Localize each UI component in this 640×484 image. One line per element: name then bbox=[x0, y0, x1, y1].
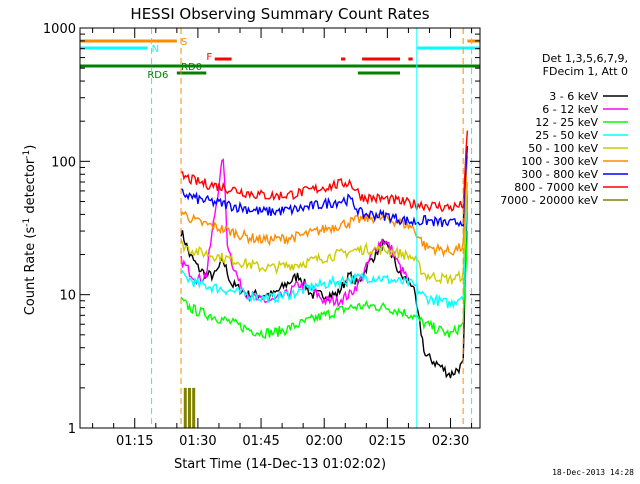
status-label-rd6: RD6 bbox=[147, 70, 168, 81]
series-line-12-25-kev bbox=[180, 231, 469, 339]
x-tick-label: 02:15 bbox=[369, 434, 406, 449]
chart-title: HESSI Observing Summary Count Rates bbox=[130, 5, 429, 23]
y-tick-label: 100 bbox=[51, 155, 76, 170]
y-tick-label: 10 bbox=[59, 289, 76, 304]
status-label-n: N bbox=[152, 44, 159, 55]
x-tick-label: 01:45 bbox=[242, 434, 279, 449]
series-line-50-100-kev bbox=[180, 181, 469, 286]
legend-entry: 3 - 6 keV bbox=[549, 90, 598, 103]
legend-entry: 12 - 25 keV bbox=[535, 116, 598, 129]
x-tick-label: 02:30 bbox=[432, 434, 469, 449]
status-bars: S N F RD0 RD6 bbox=[80, 37, 480, 81]
legend-entry: 50 - 100 keV bbox=[528, 142, 598, 155]
legend: Det 1,3,5,6,7,9,FDecim 1, Att 0 3 - 6 keV… bbox=[500, 52, 628, 207]
y-tick-label: 1000 bbox=[43, 22, 76, 37]
series-line-25-50-kev bbox=[180, 190, 469, 309]
series-line-300-800-kev bbox=[181, 146, 469, 228]
plot-area: S N F RD0 RD6 bbox=[80, 28, 480, 428]
y-axis-label: Count Rate (s-1 detector-1) bbox=[22, 145, 38, 316]
status-label-rd0: RD0 bbox=[181, 62, 202, 73]
legend-header: FDecim 1, Att 0 bbox=[543, 65, 628, 78]
legend-entry: 6 - 12 keV bbox=[542, 103, 598, 116]
x-tick-label: 02:00 bbox=[305, 434, 342, 449]
series-7000-20000-kev bbox=[183, 387, 196, 428]
legend-header: Det 1,3,5,6,7,9, bbox=[542, 52, 628, 65]
status-label-s: S bbox=[181, 37, 187, 48]
status-label-f: F bbox=[206, 52, 212, 63]
series-line-800-7000-kev bbox=[181, 130, 469, 213]
legend-entry: 7000 - 20000 keV bbox=[500, 194, 598, 207]
axes: 1 10 100 1000 01:15 01:30 01:45 02:00 02:15 02:30 bbox=[43, 22, 481, 449]
y-tick-label: 1 bbox=[68, 422, 76, 437]
footer-date: 18-Dec-2013 14:28 bbox=[552, 468, 634, 477]
x-axis-label: Start Time (14-Dec-13 01:02:02) bbox=[174, 457, 386, 472]
series-line-6-12-kev bbox=[180, 158, 409, 308]
legend-entry: 800 - 7000 keV bbox=[514, 181, 598, 194]
x-tick-label: 01:15 bbox=[116, 434, 153, 449]
plot-frame bbox=[79, 27, 481, 429]
legend-entry: 25 - 50 keV bbox=[535, 129, 598, 142]
x-tick-label: 01:30 bbox=[179, 434, 216, 449]
legend-entry: 300 - 800 keV bbox=[521, 168, 598, 181]
series-line-100-300-kev bbox=[180, 155, 469, 258]
legend-entry: 100 - 300 keV bbox=[521, 155, 598, 168]
